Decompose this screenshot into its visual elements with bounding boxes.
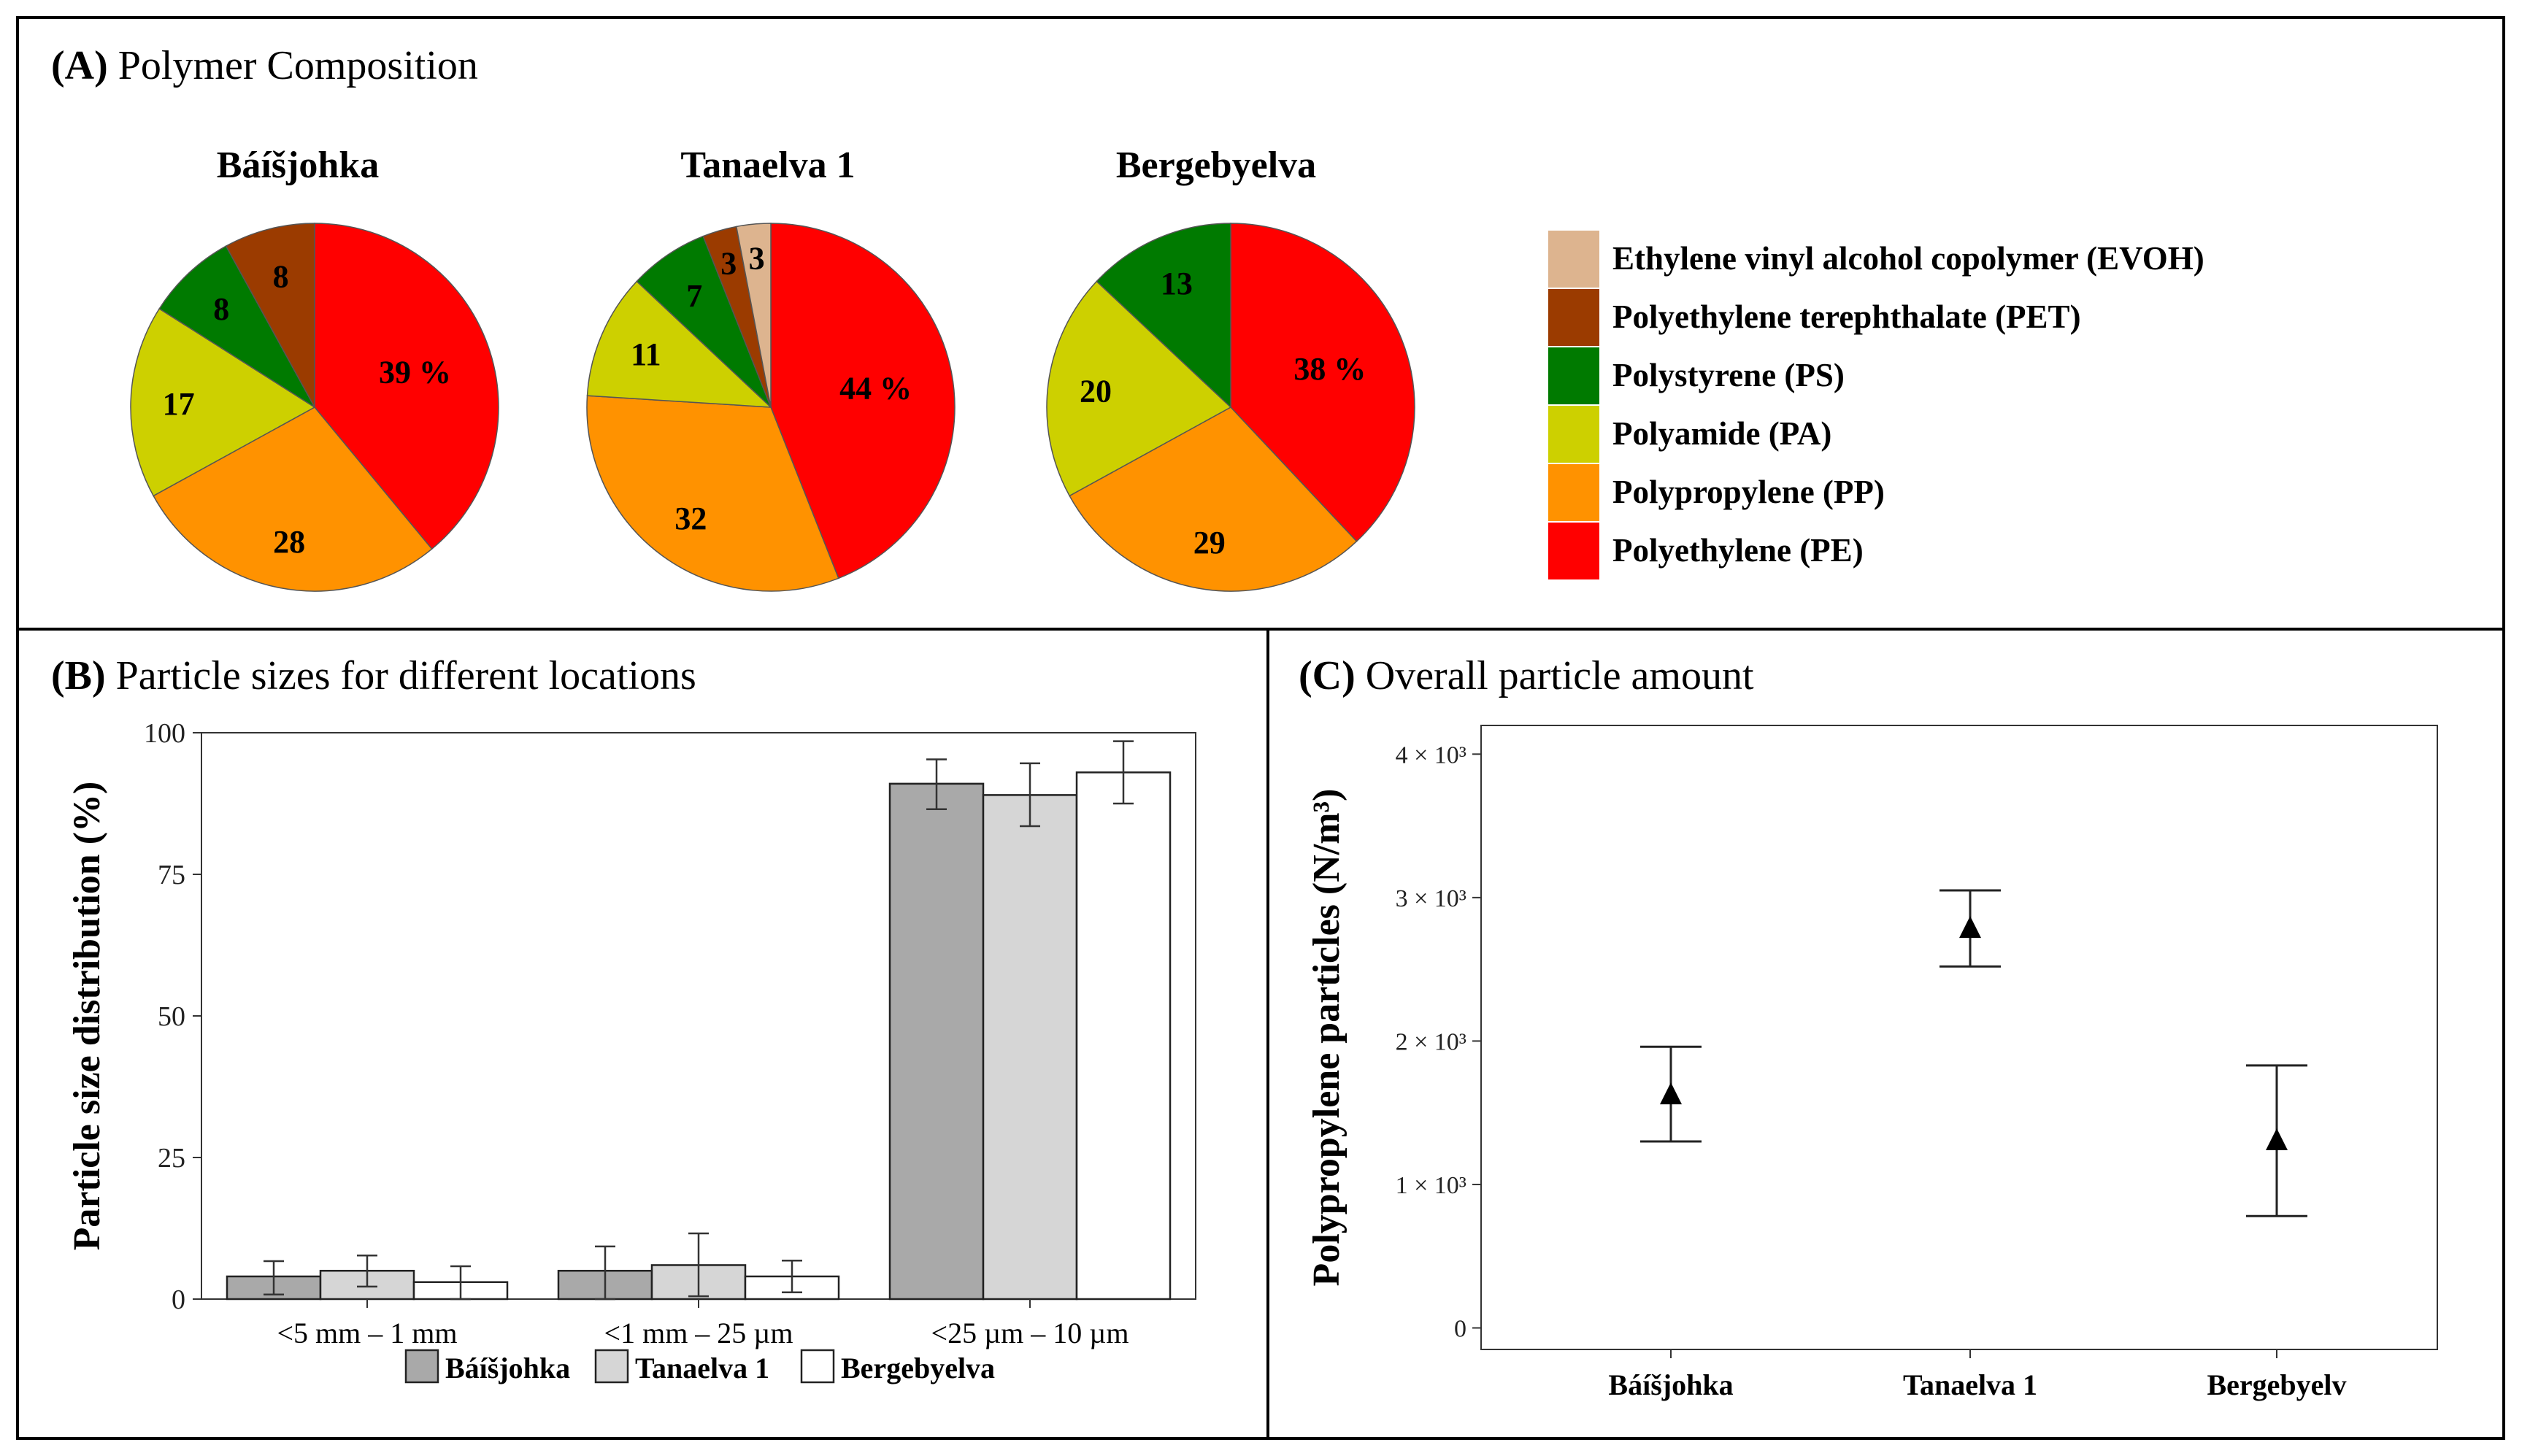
- legend-swatch-pe: [1548, 523, 1599, 579]
- pie-slice: [735, 223, 772, 408]
- legend-label: Tanaelva 1: [635, 1352, 769, 1384]
- panel-a-polymer-composition: (A) Polymer Composition Báíšjohka 39 % 28 1…: [16, 16, 2505, 631]
- pie-slice: [586, 395, 839, 592]
- pie-slice: [1230, 223, 1415, 542]
- y-tick-label: 0: [1454, 1316, 1466, 1343]
- legend-swatch-ps: [1548, 347, 1599, 404]
- pie-slice: [225, 223, 315, 408]
- slice-label: 17: [163, 386, 195, 422]
- slice-label: 3: [749, 240, 765, 276]
- pie-slice: [1046, 280, 1232, 497]
- data-point-triangle: [1660, 1082, 1682, 1105]
- y-tick-label: 3 × 10³: [1396, 885, 1466, 912]
- pie-slice: [130, 307, 316, 497]
- legend-swatch: [800, 1349, 835, 1384]
- y-axis-label: Polypropylene particles (N/m³): [1306, 789, 1347, 1287]
- slice-label: 3: [720, 246, 737, 282]
- pie-slice: [586, 280, 773, 408]
- y-tick-label: 75: [158, 860, 185, 890]
- slice-label: 20: [1080, 374, 1112, 409]
- pie-title: Tanaelva 1: [680, 145, 855, 186]
- data-point-triangle: [1959, 916, 1981, 939]
- bar: [1075, 771, 1172, 1301]
- panel-b-particle-sizes: (B) Particle sizes for different locatio…: [16, 628, 1269, 1440]
- slice-label: 32: [674, 501, 707, 536]
- panel-c-overall-amount: (C) Overall particle amount 0 1 × 10³ 2 × …: [1266, 628, 2505, 1440]
- legend-label: Polystyrene (PS): [1612, 357, 1845, 393]
- point-chart: 0 1 × 10³ 2 × 10³ 3 × 10³ 4 × 10³ Polypropyle…: [1306, 725, 2438, 1401]
- slice-label: 29: [1193, 525, 1226, 561]
- legend-swatch-pp: [1548, 464, 1599, 521]
- slice-label: 13: [1161, 266, 1193, 301]
- pie-slice: [1096, 223, 1231, 409]
- pie-title: Bergebyelva: [1116, 145, 1316, 186]
- panel-c-title: (C) Overall particle amount: [1299, 653, 1754, 698]
- slice-label: 38 %: [1293, 351, 1366, 387]
- bar-chart: 0 25 50 75 100 Particle size distribution (%)…: [66, 718, 1196, 1384]
- pie-slice: [158, 245, 315, 408]
- slice-label: 39 %: [379, 355, 451, 390]
- x-tick-label: Báíšjohka: [1608, 1368, 1733, 1401]
- y-tick-label: 2 × 10³: [1396, 1028, 1466, 1055]
- slice-label: 8: [213, 291, 229, 327]
- y-tick-label: 0: [172, 1284, 185, 1315]
- legend-label: Polyamide (PA): [1612, 415, 1831, 452]
- slice-label: 11: [631, 336, 661, 372]
- y-tick-label: 1 × 10³: [1396, 1172, 1466, 1199]
- y-tick-label: 50: [158, 1001, 185, 1032]
- slice-label: 7: [686, 278, 702, 314]
- legend-swatch-pa: [1548, 406, 1599, 463]
- legend-swatch: [404, 1349, 439, 1384]
- panel-b-title: (B) Particle sizes for different locatio…: [51, 653, 696, 698]
- legend-label: Bergebyelva: [841, 1352, 995, 1384]
- pie-slice: [314, 223, 499, 550]
- legend-swatch-pet: [1548, 289, 1599, 346]
- pie-slice: [1069, 407, 1358, 592]
- plot-frame: [1480, 725, 2438, 1350]
- y-tick-label: 4 × 10³: [1396, 742, 1466, 769]
- legend-label: Polypropylene (PP): [1612, 474, 1885, 510]
- x-tick-label: <1 mm – 25 µm: [604, 1317, 793, 1349]
- legend-label: Polyethylene (PE): [1612, 532, 1864, 569]
- x-tick-label: <25 µm – 10 µm: [931, 1317, 1129, 1349]
- x-tick-label: Bergebyelv: [2207, 1368, 2346, 1401]
- slice-label: 44 %: [839, 371, 912, 407]
- legend-swatch-evoh: [1548, 231, 1599, 288]
- pie-title: Báíšjohka: [217, 145, 380, 186]
- legend-swatch: [594, 1349, 629, 1384]
- bar: [888, 782, 985, 1301]
- legend-label: Polyethylene terephthalate (PET): [1612, 298, 2081, 335]
- y-tick-label: 25: [158, 1143, 185, 1174]
- legend-label: Báíšjohka: [445, 1352, 570, 1384]
- pie-slice: [153, 407, 433, 592]
- pie-slice: [636, 235, 772, 408]
- panel-a-title: (A) Polymer Composition: [51, 43, 478, 88]
- legend-label: Ethylene vinyl alcohol copolymer (EVOH): [1612, 240, 2204, 277]
- data-point-triangle: [2266, 1128, 2288, 1150]
- slice-label: 28: [273, 524, 305, 560]
- y-axis-label: Particle size distribution (%): [66, 782, 108, 1251]
- x-tick-label: Tanaelva 1: [1903, 1368, 2037, 1401]
- slice-label: 8: [273, 258, 289, 294]
- y-tick-label: 100: [144, 718, 185, 749]
- pie-slice: [770, 223, 956, 579]
- bar: [982, 794, 1078, 1301]
- x-tick-label: <5 mm – 1 mm: [277, 1317, 457, 1349]
